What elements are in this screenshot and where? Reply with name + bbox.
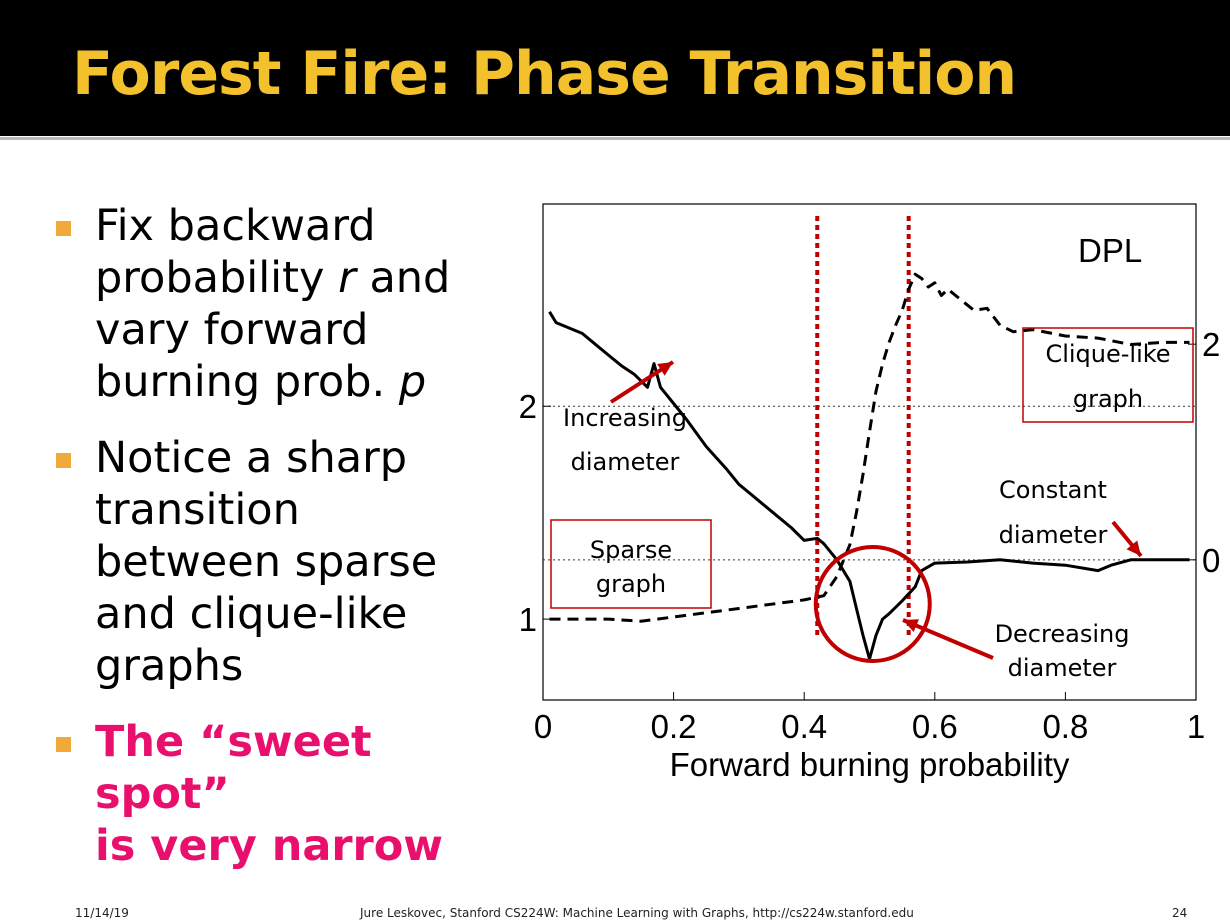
right-tick-label: 0 (1202, 542, 1220, 579)
bullet-line: transition (95, 485, 300, 535)
right-tick-label: 2 (1202, 326, 1220, 363)
left-tick-label: 2 (519, 388, 537, 425)
bullet-item: Notice a sharp transition between sparse an… (50, 432, 500, 692)
solid-series-line (548, 311, 1190, 661)
x-tick-label: 0.8 (1042, 708, 1088, 745)
annotation-label: graph (1073, 385, 1143, 413)
bullet-square-icon (56, 221, 71, 236)
sparse-graph-box (550, 519, 712, 609)
bullet-line: burning prob. p (95, 357, 427, 407)
slide-title: Forest Fire: Phase Transition (72, 39, 1017, 109)
bullet-line: Notice a sharp (95, 433, 408, 483)
bullet-line: and clique-like (95, 589, 408, 639)
annotation-label: diameter (571, 448, 680, 476)
x-tick-label: 0.2 (651, 708, 697, 745)
x-tick-label: 0.6 (912, 708, 958, 745)
x-tick-label: 0.4 (781, 708, 827, 745)
bullet-square-icon (56, 453, 71, 468)
sweet-spot-circle (813, 545, 932, 663)
annotation-label: diameter (1008, 654, 1117, 682)
decreasing-arrow-head (903, 619, 919, 632)
title-bar: Forest Fire: Phase Transition (0, 0, 1230, 136)
title-divider (0, 137, 1230, 140)
bullet-line: vary forward (95, 305, 369, 355)
bullet-line: graphs (95, 641, 244, 691)
annotation-label: Decreasing (995, 620, 1130, 648)
annotation-label: Constant (999, 476, 1107, 504)
bullet-line: is very narrow (95, 821, 444, 871)
bullet-line: The “sweet spot” (95, 717, 372, 819)
footer-credit: Jure Leskovec, Stanford CS224W: Machine … (360, 906, 914, 920)
decreasing-arrow (902, 618, 994, 660)
bullet-item: The “sweet spot” is very narrow (50, 716, 500, 872)
constant-arrow-head (1126, 540, 1141, 556)
plot-frame (542, 203, 1197, 701)
footer-date: 11/14/19 (75, 906, 129, 920)
footer-page-number: 24 (1172, 906, 1188, 920)
annotation-label: Increasing (563, 404, 687, 432)
left-tick-label: 1 (519, 601, 537, 638)
bullet-line: Fix backward (95, 201, 376, 251)
annotation-label: Sparse (590, 536, 672, 564)
bullet-item: Fix backward probability r and vary forwar… (50, 200, 500, 408)
x-tick-label: 0 (534, 708, 552, 745)
annotation-label: Clique-like (1045, 340, 1170, 368)
clique-graph-box (1022, 327, 1194, 423)
bullet-square-icon (56, 737, 71, 752)
annotation-label: diameter (999, 521, 1108, 549)
x-axis-label: Forward burning probability (670, 746, 1070, 783)
phase-transition-chart: 0 0.2 0.4 0.6 0.8 1 1 2 0 2 Forward burning probab… (519, 203, 1220, 783)
bullet-line: between sparse (95, 537, 438, 587)
legend-label: DPL (1078, 232, 1142, 269)
bullet-list: Fix backward probability r and vary forwar… (50, 200, 500, 896)
dashed-series-line (549, 272, 1190, 623)
increasing-arrow-head (657, 362, 673, 376)
bullet-line: probability r and (95, 253, 451, 303)
x-tick-label: 1 (1187, 708, 1205, 745)
annotation-label: graph (596, 570, 666, 598)
